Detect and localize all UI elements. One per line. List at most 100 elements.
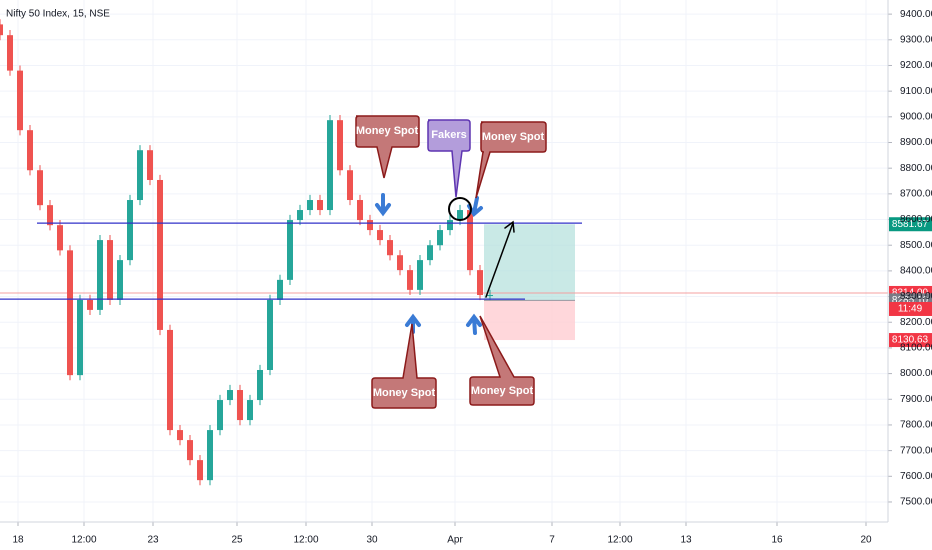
candle-body <box>207 430 213 481</box>
candle-body <box>287 220 293 280</box>
candle-body <box>197 460 203 481</box>
y-tick-label: 8100.00 <box>900 343 932 354</box>
callout-box <box>355 115 420 179</box>
price-tag <box>889 217 932 232</box>
candle-body <box>47 205 53 226</box>
blue-arrow <box>466 313 482 335</box>
y-tick-label: 9100.00 <box>900 86 932 97</box>
callout-text: Money Spot <box>482 131 545 143</box>
countdown-label: 11:49 <box>898 304 923 315</box>
candle-body <box>417 260 423 290</box>
candle-body <box>157 179 163 330</box>
candle-body <box>227 390 233 401</box>
candle-body <box>317 200 323 211</box>
y-tick-label: 7600.00 <box>900 471 932 482</box>
y-tick-label: 7500.00 <box>900 497 932 508</box>
candle-body <box>127 200 133 261</box>
callout-box <box>371 323 437 409</box>
candle-body <box>7 35 13 71</box>
candle-body <box>467 210 473 271</box>
profit-zone <box>484 224 575 301</box>
price-tag <box>889 333 932 348</box>
candle-body <box>387 240 393 256</box>
y-tick-label: 7900.00 <box>900 394 932 405</box>
candle-body <box>117 260 123 300</box>
candle-body <box>247 400 253 421</box>
candle-body <box>217 400 223 431</box>
projection-arrow <box>485 220 515 298</box>
price-tag-label: 8581.67 <box>892 219 929 230</box>
arrows <box>375 193 515 335</box>
highlight-circle <box>448 197 472 221</box>
background-layer <box>0 0 892 526</box>
y-tick-label: 7700.00 <box>900 445 932 456</box>
price-tag-label: 8285.10 <box>892 295 929 306</box>
y-tick-label: 9200.00 <box>900 60 932 71</box>
callout-box <box>469 315 535 406</box>
candle-body <box>257 369 263 401</box>
price-tag-label: 8314.00 <box>892 288 929 299</box>
candle-body <box>0 24 3 36</box>
y-tick-label: 9400.00 <box>900 9 932 20</box>
y-tick-label: 8900.00 <box>900 137 932 148</box>
callout-text: Money Spot <box>373 387 436 399</box>
candle-body <box>367 220 373 231</box>
candle-body <box>347 170 353 201</box>
candle-body <box>167 329 173 431</box>
loss-zone <box>484 300 575 341</box>
candle-body <box>397 255 403 271</box>
candle-body <box>337 120 343 171</box>
candle-body <box>437 230 443 246</box>
x-tick-label: 18 <box>12 535 24 546</box>
callout-box <box>475 121 547 199</box>
x-tick-label: 12:00 <box>71 535 96 546</box>
price-tag-label: 8130.63 <box>892 335 929 346</box>
callout-text: Fakers <box>431 129 466 141</box>
callout-text: Money Spot <box>471 385 534 397</box>
candle-body <box>237 390 243 421</box>
candle-body <box>137 150 143 201</box>
y-tick-label: 8600.00 <box>900 214 932 225</box>
candle-body <box>67 250 73 376</box>
blue-arrow <box>375 193 391 217</box>
x-tick-label: 12:00 <box>293 535 318 546</box>
candle-body <box>267 299 273 370</box>
candle-body <box>17 70 23 131</box>
candle-body <box>307 200 313 211</box>
plot-layer <box>0 19 582 486</box>
x-tick-label: 25 <box>231 535 243 546</box>
callouts: Money Spot Fakers Money Spot Money Spot … <box>355 115 547 409</box>
y-tick-label: 8200.00 <box>900 317 932 328</box>
candle-body <box>177 430 183 441</box>
y-tick-label: 8500.00 <box>900 240 932 251</box>
countdown-tag <box>889 301 932 316</box>
candle-body <box>57 225 63 251</box>
candle-body <box>377 230 383 241</box>
x-tick-label: 16 <box>771 535 783 546</box>
candle-body <box>107 240 113 300</box>
y-tick-label: 8300.00 <box>900 291 932 302</box>
y-tick-label: 9300.00 <box>900 34 932 45</box>
candle-body <box>407 270 413 290</box>
candle-body <box>147 150 153 180</box>
y-tick-label: 8400.00 <box>900 266 932 277</box>
y-tick-label: 9000.00 <box>900 111 932 122</box>
x-tick-label: 23 <box>147 535 159 546</box>
candle-body <box>447 220 453 231</box>
candle-body <box>87 299 93 310</box>
candle-body <box>277 279 283 300</box>
y-tick-label: 7800.00 <box>900 420 932 431</box>
y-tick-label: 8800.00 <box>900 163 932 174</box>
x-tick-label: 7 <box>549 535 555 546</box>
candle-body <box>487 295 493 297</box>
candle-body <box>327 120 333 211</box>
candle-body <box>37 170 43 206</box>
y-tick-label: 8700.00 <box>900 188 932 199</box>
chart-title: Nifty 50 Index, 15, NSE <box>6 9 110 20</box>
candle-body <box>27 130 33 171</box>
callout-text: Money Spot <box>356 125 419 137</box>
x-tick-label: 13 <box>680 535 692 546</box>
